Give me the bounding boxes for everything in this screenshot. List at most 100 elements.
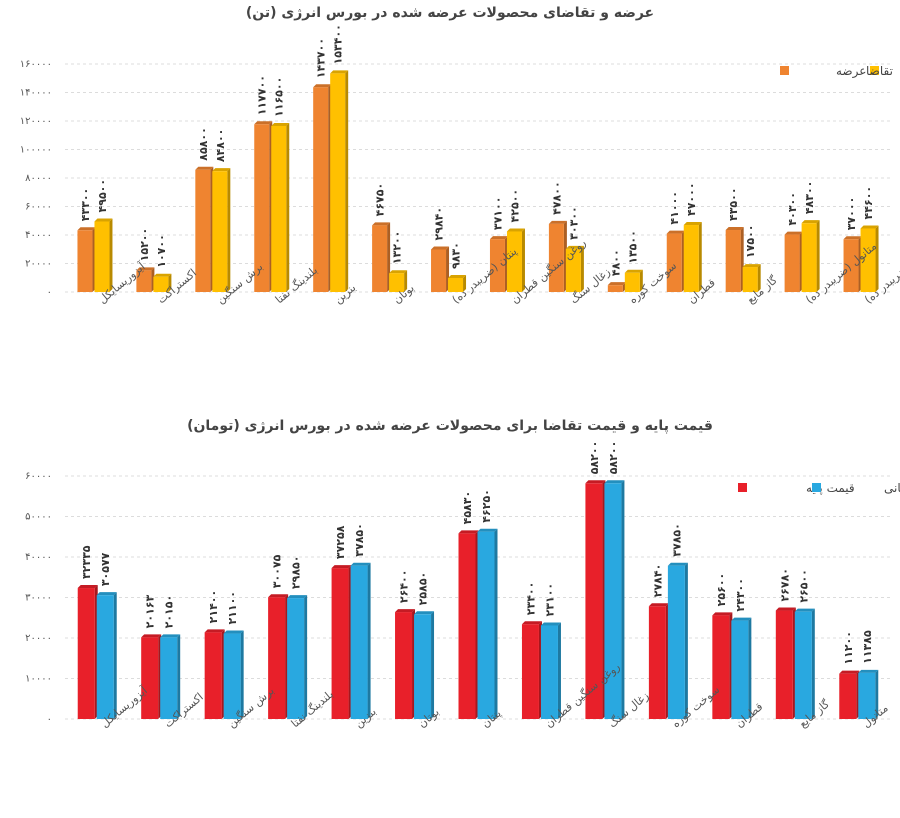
bar [350, 565, 368, 719]
bar [94, 221, 110, 292]
chart1-title: عرضه و تقاضای محصولات عرضه شده در بورس ا… [246, 5, 654, 21]
bar [540, 625, 558, 719]
bar-top [725, 227, 744, 231]
data-label: ۲۵۸۵۰ [417, 572, 430, 606]
bar-top [784, 231, 803, 235]
bar-side [304, 595, 308, 719]
y-tick-label: ۱۰۰۰۰۰ [20, 145, 52, 156]
data-label: ۵۸۲۰۰ [607, 441, 620, 475]
bar [731, 620, 749, 719]
bar-top [794, 608, 815, 612]
bar [784, 234, 800, 292]
bar [96, 595, 114, 719]
bar-top [330, 70, 349, 74]
data-label: ۲۶۴۰۰ [398, 570, 411, 604]
data-label: ۵۸۲۰۰ [588, 441, 601, 475]
bar [858, 672, 876, 719]
data-label: ۴۱۰۰۰ [668, 191, 681, 225]
bar [395, 612, 413, 719]
y-tick-label: ۳۰۰۰۰ [25, 593, 52, 604]
chart2-data-labels: ۳۲۳۳۵ ۳۰۵۷۷ ۲۰۱۶۳ ۲۰۱۵۰ ۲۱۴۰۰ ۲۱۱۰۰ ۳۰۰۷۵ ۲۹۸۵۰… [80, 441, 874, 665]
bar [330, 73, 346, 292]
y-tick-label: ۱۲۰۰۰۰ [20, 116, 52, 127]
legend-supply-swatch [780, 66, 789, 75]
bar-top [521, 621, 542, 625]
bar-top [458, 530, 479, 534]
bar-top [271, 122, 290, 126]
bar-side [367, 562, 371, 719]
bar-top [477, 528, 498, 532]
bar [136, 270, 152, 292]
bar [607, 285, 623, 292]
bar-top [141, 634, 162, 638]
data-label: ۲۶۷۸۰ [778, 568, 791, 602]
data-label: ۲۳۱۰۰ [543, 583, 556, 617]
bar-top [858, 669, 879, 673]
data-label: ۲۶۵۰۰ [797, 569, 810, 603]
bar-top [506, 228, 525, 232]
y-tick-label: ۵۰۰۰۰ [25, 512, 52, 523]
bar [489, 239, 505, 292]
y-tick-label: ۲۰۰۰۰ [25, 259, 52, 270]
bar-top [414, 611, 435, 615]
bar-side [580, 245, 584, 292]
bar [212, 171, 228, 292]
bar [667, 565, 685, 719]
data-label: ۲۰۱۶۳ [144, 594, 157, 628]
bar [77, 230, 93, 292]
bar-top [268, 594, 289, 598]
bar-side [757, 264, 761, 292]
bar-top [136, 267, 155, 271]
data-label: ۴۶۲۵۰ [480, 489, 493, 523]
data-label: ۱۱۳۸۵ [861, 630, 874, 664]
bar-side [494, 528, 498, 719]
bar [742, 267, 758, 292]
bar [268, 597, 286, 719]
bar-top [212, 168, 231, 172]
bar-top [313, 84, 332, 88]
bar [648, 606, 666, 719]
data-label: ۳۷۲۵۸ [334, 525, 347, 559]
bar-top [666, 230, 685, 234]
bar [548, 223, 564, 292]
bar-side [684, 562, 688, 719]
chart2-legend: قیمت پایه قیمت پایانی [738, 481, 900, 495]
bar [666, 233, 682, 292]
data-label: ۱۷۵۰۰ [744, 224, 757, 258]
data-label: ۳۰۰۷۵ [271, 554, 284, 588]
data-label: ۲۹۸۴۰ [433, 207, 446, 241]
bar [775, 610, 793, 719]
data-label: ۴۲۵۰۰ [508, 189, 521, 223]
bar [223, 633, 241, 719]
data-label: ۲۱۴۰۰ [207, 590, 220, 624]
bar-top [540, 622, 561, 626]
bar-side [431, 611, 435, 719]
data-label: ۴۵۸۳۰ [461, 491, 474, 525]
bar-top [204, 629, 225, 633]
data-label: ۲۷۸۴۰ [651, 564, 664, 598]
data-label: ۲۰۱۵۰ [163, 595, 176, 629]
data-label: ۱۰۷۰۰ [155, 234, 168, 268]
bar-top [648, 603, 669, 607]
bar [839, 673, 857, 719]
data-label: ۴۸۰۰ [609, 249, 622, 276]
data-label: ۲۱۱۰۰ [226, 591, 239, 625]
data-label: ۴۴۶۰۰ [862, 186, 875, 220]
bar-side [875, 669, 879, 719]
bar-top [801, 220, 820, 224]
bar-side [109, 218, 113, 292]
data-label: ۳۰۵۷۷ [99, 552, 112, 586]
data-label: ۴۰۳۰۰ [786, 192, 799, 226]
chart1-y-axis: ۰ ۲۰۰۰۰ ۴۰۰۰۰ ۶۰۰۰۰ ۸۰۰۰۰ ۱۰۰۰۰۰ ۱۲۰۰۰۰ ۱۴۰۰۰۰ ۱… [20, 59, 890, 298]
y-tick-label: ۴۰۰۰۰ [25, 230, 52, 241]
bar-top [585, 480, 606, 484]
bar-top [350, 562, 371, 566]
data-label: ۲۴۳۰۰ [734, 578, 747, 612]
legend-final-price-label: قیمت پایانی [884, 481, 900, 495]
bar-top [395, 609, 416, 613]
y-tick-label: ۱۰۰۰۰ [25, 674, 52, 685]
bar [153, 276, 169, 292]
bar-top [731, 617, 752, 621]
bar [331, 568, 349, 719]
bar [458, 533, 476, 719]
